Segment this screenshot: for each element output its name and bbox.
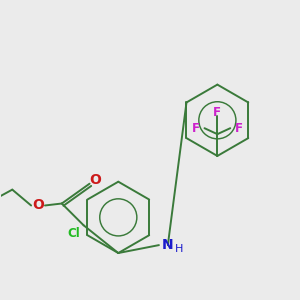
Text: O: O: [90, 173, 101, 187]
Text: F: F: [192, 122, 200, 135]
Text: O: O: [32, 199, 44, 212]
Text: F: F: [235, 122, 243, 135]
Text: H: H: [175, 244, 183, 254]
Text: Cl: Cl: [67, 227, 80, 240]
Text: N: N: [162, 238, 174, 252]
Text: F: F: [213, 106, 221, 119]
